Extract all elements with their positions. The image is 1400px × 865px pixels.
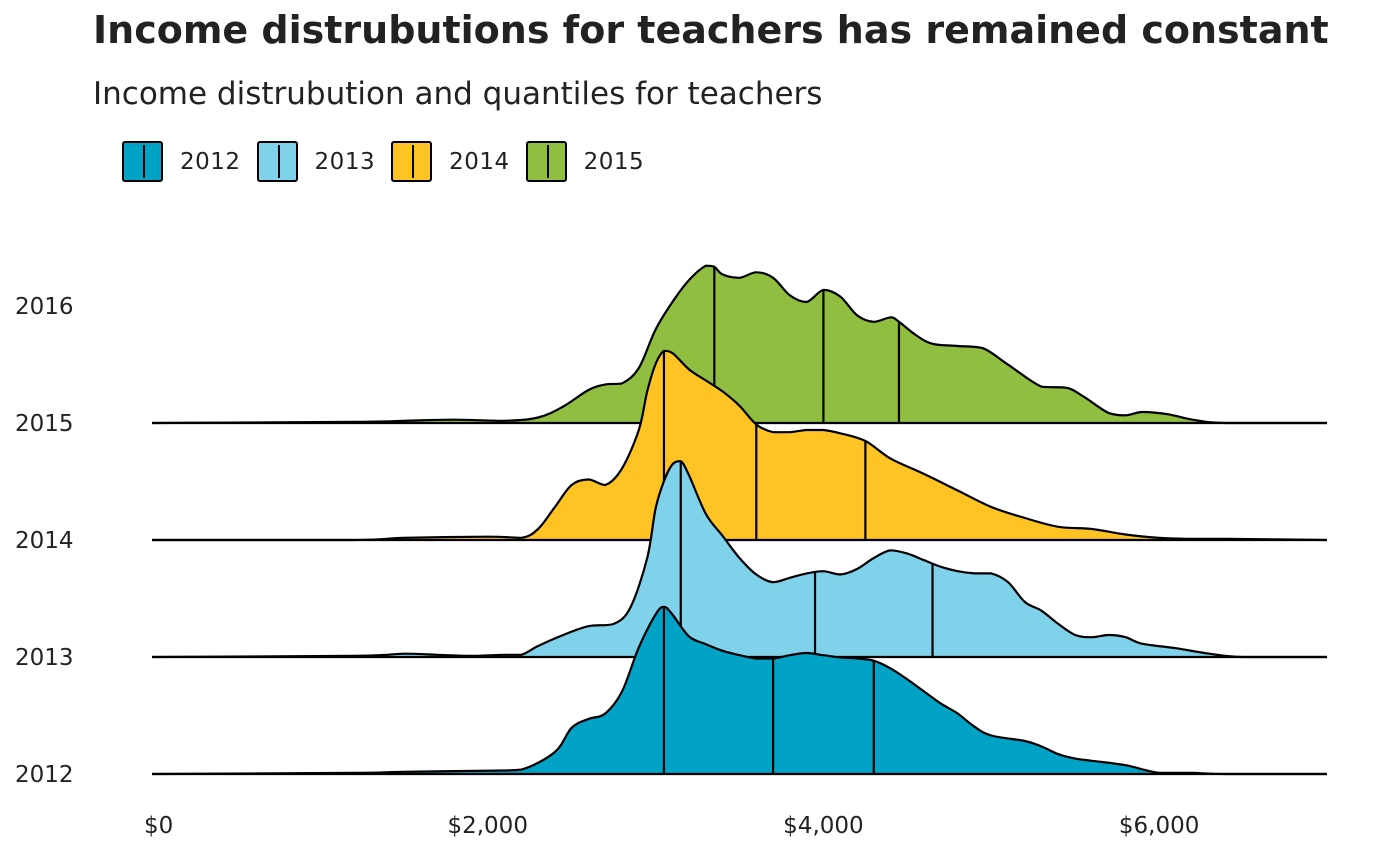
chart-title: Income distrubutions for teachers has re… (93, 8, 1329, 52)
legend-label-2012: 2012 (180, 148, 241, 175)
legend-key-2014 (391, 141, 433, 182)
y-tick-label-2013: 2013 (15, 645, 74, 671)
ridge-fill-2015 (152, 265, 1327, 423)
ridge-2012 (151, 605, 1327, 776)
legend-label-2013: 2013 (314, 148, 376, 175)
legend-item-2012: 2012 (122, 141, 241, 182)
legend-item-2013: 2013 (256, 141, 376, 182)
y-tick-label-2012: 2012 (15, 762, 74, 788)
legend-item-2015: 2015 (525, 141, 645, 182)
ridge-outline-2013 (151, 460, 1327, 659)
x-tick-label: $6,000 (1119, 813, 1199, 839)
legend-label-2015: 2015 (583, 148, 645, 175)
legend-key-2012 (122, 141, 163, 182)
ridge-outline-2014 (152, 349, 1328, 542)
x-tick-label: $4,000 (783, 813, 863, 839)
x-tick-label: $0 (144, 813, 173, 839)
y-tick-label-2014: 2014 (15, 528, 74, 554)
legend: 2012 2013 2014 2015 (122, 141, 660, 182)
ridge-fill-2014 (152, 350, 1327, 540)
y-tick-label-2016: 2016 (15, 294, 74, 320)
legend-key-2013 (256, 141, 298, 182)
legend-label-2014: 2014 (449, 148, 510, 175)
x-tick-label: $2,000 (447, 813, 527, 839)
legend-item-2014: 2014 (391, 141, 510, 182)
ridge-outline-2012 (151, 605, 1327, 776)
ridge-outline-2015 (151, 264, 1327, 425)
ridge-2015 (151, 264, 1327, 425)
legend-key-2015 (525, 141, 567, 182)
chart-subtitle: Income distrubution and quantiles for te… (93, 76, 823, 112)
y-tick-label-2015: 2015 (15, 411, 74, 437)
ridge-fill-2012 (152, 606, 1327, 774)
